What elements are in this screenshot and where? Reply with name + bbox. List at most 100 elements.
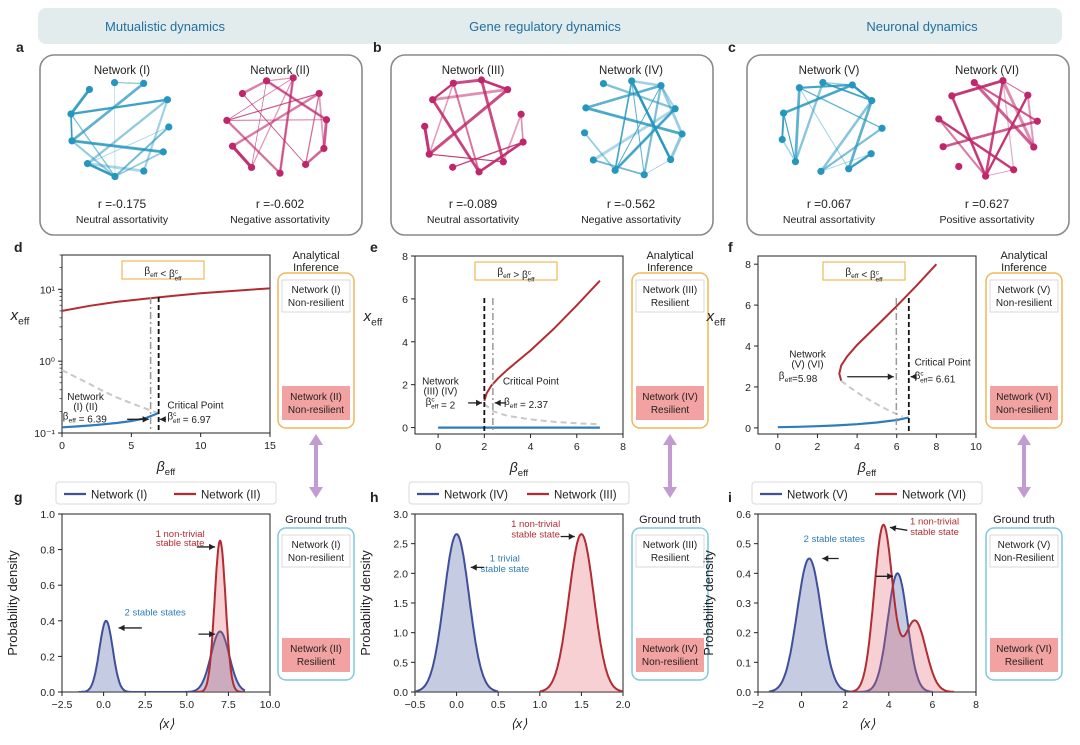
x-tick-label: −2.5 bbox=[52, 699, 73, 711]
ground-truth-top-network: Network (V) bbox=[998, 540, 1051, 551]
annotation: stable state bbox=[156, 538, 205, 549]
network-edge bbox=[87, 162, 144, 173]
annotation: (I) (II) bbox=[73, 402, 97, 413]
network-node bbox=[667, 155, 675, 164]
annotation: βeff=5.98 bbox=[779, 371, 818, 385]
network-node bbox=[1033, 117, 1041, 125]
network-node bbox=[83, 160, 92, 168]
density-area bbox=[78, 620, 245, 692]
series-upper-line bbox=[838, 263, 938, 382]
inference-bottom-status: Non-resilient bbox=[996, 405, 1052, 416]
y-tick-label: 10⁰ bbox=[39, 356, 56, 368]
network-edge bbox=[614, 80, 633, 171]
network-node bbox=[778, 135, 786, 144]
y-tick-label: 0.4 bbox=[736, 568, 751, 580]
y-tick-label: 0.2 bbox=[736, 628, 751, 640]
network-edge bbox=[226, 92, 320, 121]
y-tick-label: 1.0 bbox=[393, 628, 408, 640]
network-edge bbox=[279, 77, 295, 174]
network-title: Network (I) bbox=[94, 65, 150, 77]
network-edge bbox=[783, 112, 797, 162]
annotation-arrow-head bbox=[494, 399, 501, 407]
legend-entry: Network (II) bbox=[201, 490, 261, 502]
network-edge bbox=[71, 140, 164, 153]
x-axis-label: βeff bbox=[156, 458, 176, 478]
network-node bbox=[519, 138, 527, 146]
plot-frame bbox=[414, 255, 624, 435]
x-tick-label: 6 bbox=[574, 441, 580, 453]
y-tick-label: 8 bbox=[745, 259, 751, 271]
assortativity-value: r =0.067 bbox=[807, 197, 852, 211]
panel-letter: f bbox=[728, 239, 733, 255]
y-tick-label: 0.4 bbox=[40, 616, 55, 628]
legend: Network (V) Network (VI) bbox=[751, 481, 983, 505]
density-area bbox=[415, 534, 499, 692]
inference-bottom-cell bbox=[636, 386, 704, 420]
network-edge bbox=[265, 79, 328, 121]
annotation: (V) (VI) bbox=[791, 360, 823, 371]
comparison-arrow-head-up bbox=[1017, 434, 1031, 445]
y-tick-label: 4 bbox=[402, 337, 408, 349]
x-axis-label: ⟨x⟩ bbox=[511, 716, 528, 731]
x-tick-label: 2 bbox=[481, 441, 487, 453]
annotation-arrow-head bbox=[470, 564, 477, 571]
network-node bbox=[449, 163, 457, 171]
y-axis-label: xeff bbox=[706, 308, 726, 329]
network-node bbox=[315, 89, 323, 98]
assortativity-value: r =-0.562 bbox=[607, 197, 656, 211]
network-edge bbox=[631, 79, 662, 87]
y-tick-label: 0.3 bbox=[736, 598, 751, 610]
legend-entry: Network (IV) bbox=[444, 490, 508, 502]
inference-top-network: Network (III) bbox=[643, 285, 697, 296]
ground-truth-bottom-status: Resilient bbox=[1005, 657, 1044, 668]
network-node bbox=[795, 84, 803, 92]
plot-area bbox=[777, 263, 938, 434]
x-tick-label: 5.0 bbox=[179, 699, 194, 711]
network-edge bbox=[799, 87, 883, 129]
annotation: βeff = 2.37 bbox=[504, 397, 549, 411]
network-node bbox=[320, 144, 328, 153]
inference-bottom-network: Network (II) bbox=[290, 392, 342, 403]
network-edge bbox=[70, 98, 168, 116]
network-edge bbox=[781, 113, 785, 140]
network-edge bbox=[502, 113, 522, 163]
x-tick-label: 6 bbox=[929, 699, 935, 711]
network-panels: a Network (I) r =-0.175 Neutral assortativi… bbox=[16, 39, 1070, 236]
network-node bbox=[110, 78, 119, 87]
y-axis-label: xeff bbox=[363, 308, 383, 329]
inference-title: Analytical bbox=[1000, 250, 1047, 262]
annotation: 2 stable states bbox=[804, 534, 866, 545]
panel-letter: i bbox=[728, 489, 732, 505]
network-node bbox=[580, 129, 589, 137]
annotation-arrow-head bbox=[887, 573, 894, 580]
inference-bottom-status: Non-resilient bbox=[288, 405, 344, 416]
assortativity-value: r =-0.175 bbox=[98, 197, 147, 211]
inference-top-status: Non-resilient bbox=[996, 298, 1052, 309]
inference-top-cell bbox=[989, 279, 1059, 313]
network-node bbox=[935, 115, 943, 123]
inference-bottom-network: Network (IV) bbox=[642, 392, 698, 403]
comparison-arrow-head-down bbox=[309, 487, 323, 498]
network-node bbox=[868, 96, 876, 105]
network-edge bbox=[660, 85, 676, 110]
ground-truth-title: Ground truth bbox=[993, 514, 1055, 526]
network-edge bbox=[781, 139, 797, 163]
ground-truth-top-cell bbox=[281, 534, 351, 568]
network-edge bbox=[593, 159, 645, 176]
annotation-arrow-head bbox=[476, 399, 483, 407]
y-tick-label: 6 bbox=[745, 300, 751, 312]
network-edge bbox=[226, 119, 281, 174]
x-tick-label: 10 bbox=[970, 441, 982, 453]
ground-truth-top-status: Non-Resilient bbox=[994, 553, 1054, 564]
network-edge bbox=[585, 106, 683, 136]
network-node bbox=[429, 96, 437, 104]
ground-truth-bottom-network: Network (VI) bbox=[996, 644, 1052, 655]
legend-entry: Network (I) bbox=[91, 490, 147, 502]
x-tick-label: 4 bbox=[886, 699, 892, 711]
x-tick-label: 5 bbox=[128, 440, 134, 452]
inference-title: Analytical bbox=[646, 250, 693, 262]
series-unstable-line bbox=[62, 369, 159, 414]
network-edge bbox=[142, 99, 169, 172]
ground-truth-bottom-status: Resilient bbox=[297, 657, 336, 668]
annotation-arrow-head bbox=[568, 533, 575, 540]
